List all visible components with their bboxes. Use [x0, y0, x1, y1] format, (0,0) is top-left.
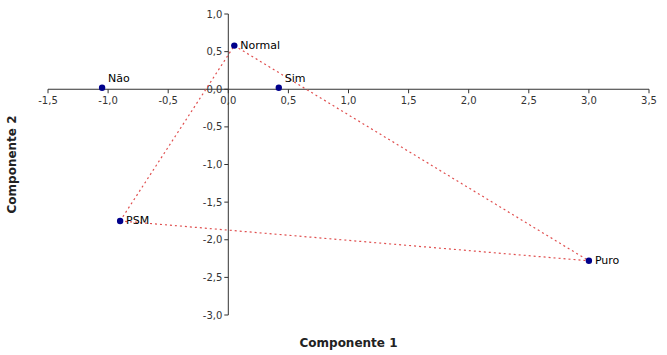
point-label: Não [108, 72, 130, 85]
connector-line [120, 46, 234, 221]
x-tick [588, 89, 589, 93]
y-tick [224, 277, 228, 278]
x-tick [228, 89, 229, 93]
y-tick-label: 1,0 [206, 9, 222, 20]
x-tick-label: 0,5 [280, 95, 296, 106]
point-label: PSM [126, 214, 149, 227]
y-tick-label: -2,5 [203, 272, 223, 283]
x-tick [168, 89, 169, 93]
x-tick-label: -1,0 [98, 95, 118, 106]
y-tick-label: 0,5 [206, 46, 222, 57]
x-tick [108, 89, 109, 93]
x-tick-label: 0,0 [220, 95, 236, 106]
x-tick [348, 89, 349, 93]
y-tick [224, 239, 228, 240]
chart: -1,5 -1,0 -0,5 0,0 0,5 1,0 1,5 2,0 2,5 3,0 3,5 -3,0… [0, 0, 667, 355]
x-tick [408, 89, 409, 93]
point [231, 42, 237, 48]
x-tick [528, 89, 529, 93]
y-tick [224, 51, 228, 52]
y-axis-title: Componente 2 [5, 115, 19, 213]
connector-line [120, 221, 589, 261]
point [117, 218, 123, 224]
y-tick-label: -3,0 [203, 310, 223, 321]
y-tick [224, 89, 228, 90]
point [276, 85, 282, 91]
point-label: Normal [240, 39, 280, 52]
point-label: Puro [595, 254, 620, 267]
y-tick [224, 202, 228, 203]
x-tick-label: 2,5 [521, 95, 537, 106]
y-tick-label: -2,0 [203, 234, 223, 245]
x-tick [288, 89, 289, 93]
point [586, 258, 592, 264]
x-axis-title: Componente 1 [299, 336, 397, 350]
x-tick [468, 89, 469, 93]
x-tick-label: 3,5 [641, 95, 657, 106]
y-tick-label: -0,5 [203, 121, 223, 132]
point-label: Sim [285, 72, 306, 85]
x-tick-label: 1,5 [401, 95, 417, 106]
connector-line [234, 46, 589, 261]
y-tick [224, 164, 228, 165]
y-tick-label: -1,5 [203, 197, 223, 208]
y-tick [224, 126, 228, 127]
x-tick-label: 1,0 [341, 95, 357, 106]
x-tick-label: 3,0 [581, 95, 597, 106]
point-labels: Não Sim Normal PSM Puro [108, 39, 620, 267]
x-tick-label: -1,5 [38, 95, 58, 106]
x-tick-label: 2,0 [461, 95, 477, 106]
x-tick [48, 89, 49, 93]
axes: -1,5 -1,0 -0,5 0,0 0,5 1,0 1,5 2,0 2,5 3,0 3,5 -3,0… [38, 9, 657, 321]
y-tick-label: -1,0 [203, 159, 223, 170]
y-tick [224, 14, 228, 15]
point [99, 85, 105, 91]
x-tick-label: -0,5 [158, 95, 178, 106]
x-tick [649, 89, 650, 93]
plot-area [99, 42, 592, 264]
y-tick [224, 315, 228, 316]
